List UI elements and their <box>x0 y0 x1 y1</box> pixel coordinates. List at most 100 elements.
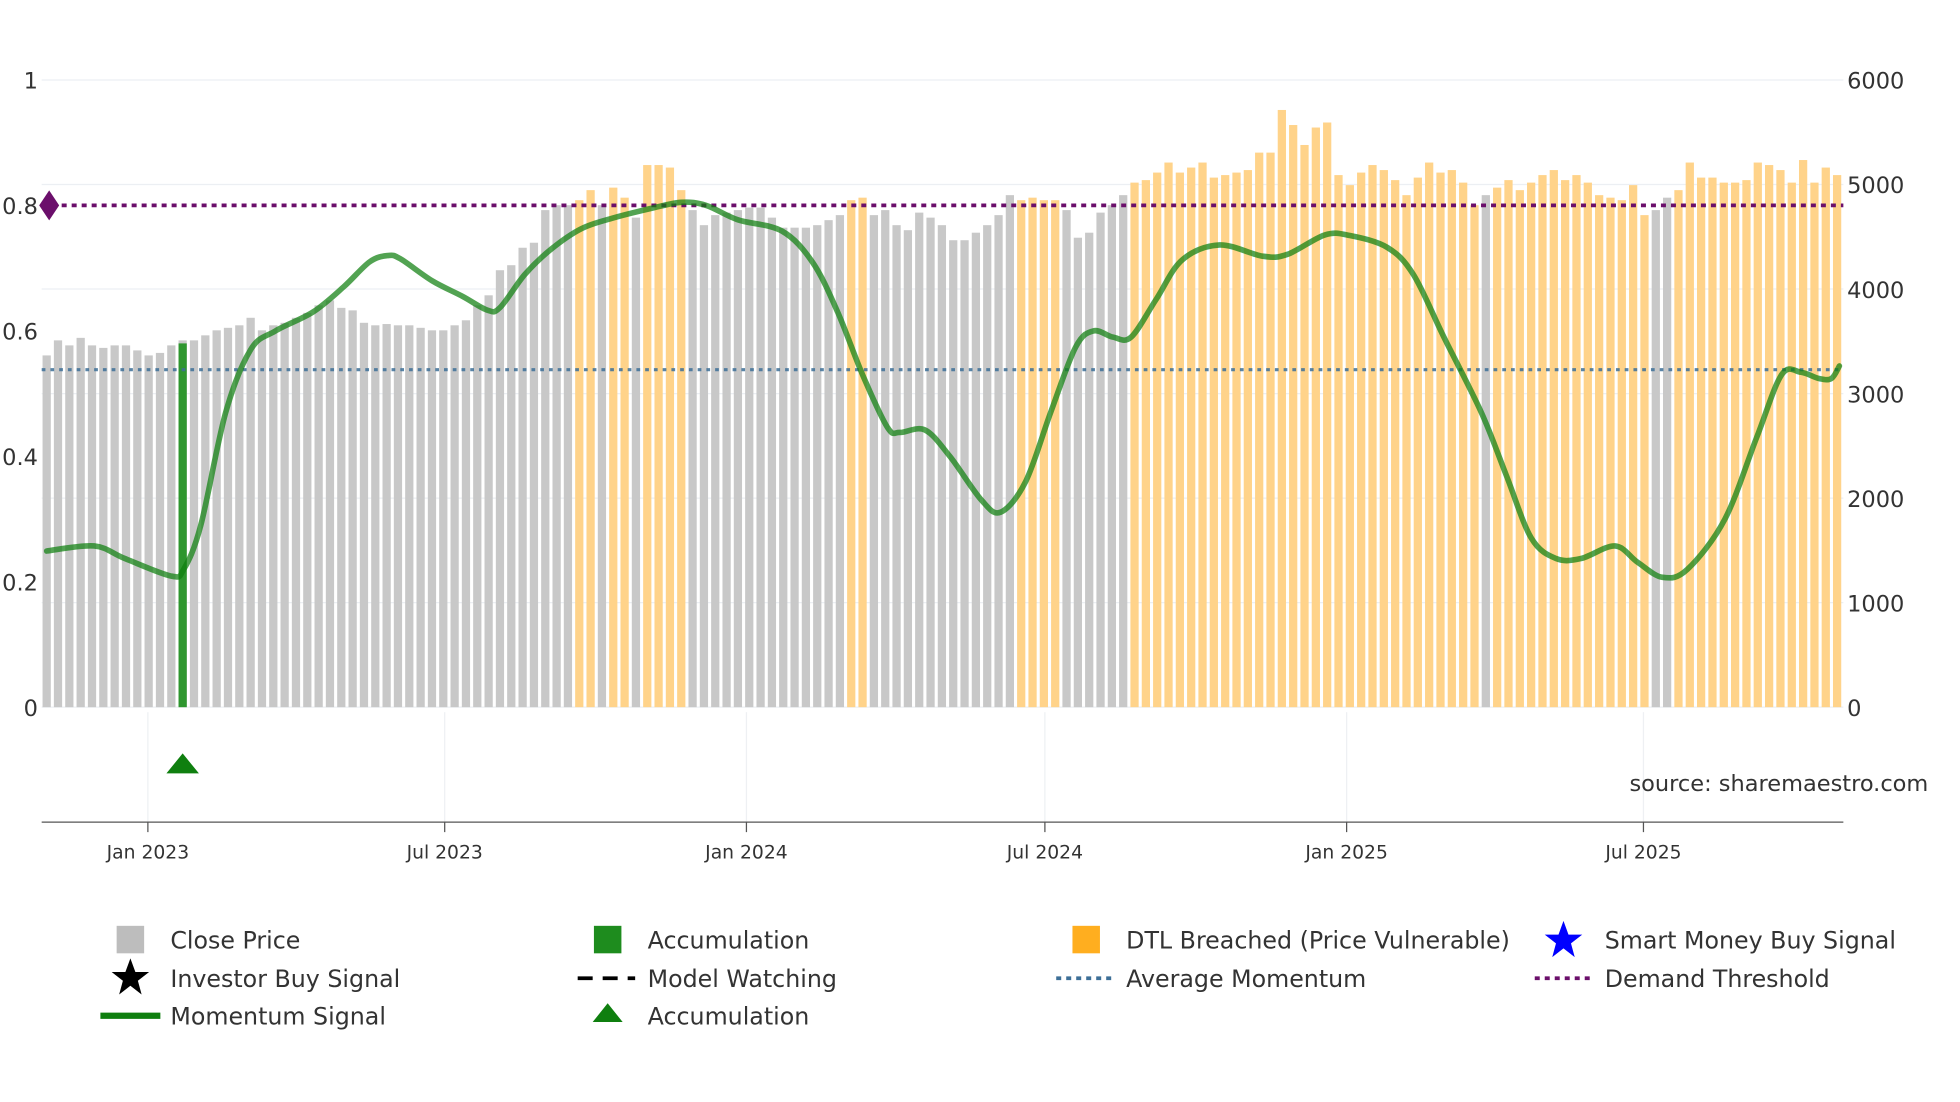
source-label: source: sharemaestro.com <box>1629 771 1928 797</box>
close-price-bar <box>711 215 720 708</box>
legend-momentum-signal: Momentum Signal <box>170 1003 386 1031</box>
close-price-bar <box>631 217 641 708</box>
dtl-breached-bar <box>1141 180 1150 708</box>
price-bars <box>42 109 1842 708</box>
dtl-breached-bar <box>1130 182 1139 708</box>
close-price-bar <box>1096 212 1105 708</box>
close-price-bar <box>212 330 221 708</box>
dtl-breached-bar <box>1017 200 1026 708</box>
dtl-breached-bar <box>1685 162 1694 708</box>
close-price-bar <box>450 325 459 708</box>
legend-accumulation-marker: Accumulation <box>648 1003 810 1031</box>
dtl-breached-bar <box>1595 195 1604 708</box>
dtl-breached-bar <box>1527 182 1536 708</box>
close-price-bar <box>892 225 901 708</box>
right-axis-tick-label: 1000 <box>1847 591 1904 617</box>
close-price-bar <box>699 225 709 708</box>
close-price-bar <box>779 227 788 708</box>
right-axis-tick-label: 2000 <box>1847 487 1904 513</box>
close-price-bar <box>201 335 210 708</box>
close-price-bar <box>325 300 335 708</box>
close-price-bar <box>359 322 369 708</box>
right-axis-tick-label: 4000 <box>1847 278 1904 304</box>
close-price-bar <box>1481 195 1490 708</box>
dtl-breached-bar <box>1255 152 1264 708</box>
close-price-bar <box>552 205 561 708</box>
close-price-bar <box>235 325 244 708</box>
close-price-bar <box>756 207 765 708</box>
dtl-breached-bar <box>1674 190 1683 708</box>
dtl-breached-bar <box>609 187 618 708</box>
dtl-breached-bar <box>1311 127 1320 708</box>
close-price-bar <box>189 340 199 708</box>
close-price-bar <box>994 215 1003 708</box>
dtl-breached-bar <box>1425 162 1434 708</box>
dtl-breached-bar <box>1334 175 1343 708</box>
close-price-bar <box>903 230 913 708</box>
close-price-bar <box>869 215 879 708</box>
close-price-bar <box>382 324 391 708</box>
close-price-bar <box>813 225 822 708</box>
x-tick-label: Jan 2023 <box>106 842 190 863</box>
dtl-breached-bar <box>1617 200 1626 708</box>
demand-threshold-diamond-marker <box>39 190 60 221</box>
dtl-breached-bar <box>1719 182 1728 708</box>
close-price-bar <box>722 212 731 708</box>
dtl-breached-bar <box>1459 182 1468 708</box>
right-axis-tick-label: 5000 <box>1847 173 1904 199</box>
dtl-breached-bar <box>1209 177 1218 708</box>
close-price-bar <box>223 327 233 708</box>
close-price-bar <box>541 210 550 708</box>
legend-close-price: Close Price <box>170 926 300 954</box>
dtl-breached-bar <box>1153 172 1162 708</box>
dtl-breached-bar <box>1039 200 1049 708</box>
dtl-breached-bar <box>1243 170 1252 708</box>
close-price-bar <box>1073 237 1082 708</box>
close-price-bar <box>518 247 527 708</box>
close-price-bar <box>507 265 516 708</box>
dtl-breached-bar <box>1277 109 1286 708</box>
dtl-breached-bar <box>1345 185 1354 708</box>
dtl-breached-bar <box>575 200 584 708</box>
close-price-bar <box>76 337 85 708</box>
dtl-breached-bar <box>643 165 652 708</box>
dtl-breached-bar <box>1776 170 1785 708</box>
dtl-breached-bar <box>1266 152 1275 708</box>
close-price-bar <box>824 220 833 708</box>
dtl-breached-bar <box>1391 180 1400 708</box>
dtl-breached-bar <box>1742 180 1751 708</box>
close-price-bar <box>53 340 63 708</box>
close-price-bar <box>291 317 301 708</box>
x-tick-label: Jan 2024 <box>704 842 788 863</box>
dtl-breached-bar <box>847 200 856 708</box>
dtl-breached-bar <box>1051 200 1060 708</box>
close-price-bar <box>597 205 607 708</box>
dtl-breached-bar <box>1232 172 1241 708</box>
dtl-breached-bar <box>1787 182 1796 708</box>
dtl-breached-bar <box>1798 160 1808 708</box>
close-price-bar <box>745 207 754 708</box>
dtl-breached-bar <box>665 167 675 708</box>
legend-investor-buy-signal: Investor Buy Signal <box>170 965 400 993</box>
close-price-bar <box>155 352 165 708</box>
right-axis-tick-label: 6000 <box>1847 69 1904 95</box>
dtl-breached-swatch-icon <box>1072 925 1100 954</box>
legend-dtl-breached: DTL Breached (Price Vulnerable) <box>1126 926 1510 954</box>
dtl-breached-bar <box>1175 172 1184 708</box>
dtl-breached-bar <box>1629 185 1638 708</box>
dtl-breached-bar <box>1731 182 1740 708</box>
close-price-bar <box>393 325 403 708</box>
dtl-breached-bar <box>1504 180 1513 708</box>
dtl-breached-bar <box>1515 190 1524 708</box>
legend-smart-money-buy-signal: Smart Money Buy Signal <box>1605 926 1896 954</box>
green-triangle-icon <box>592 1003 623 1023</box>
dtl-breached-bar <box>1187 167 1196 708</box>
dtl-breached-bar <box>1832 175 1842 708</box>
dtl-breached-bar <box>1164 162 1173 708</box>
close-price-bar <box>915 212 924 708</box>
accumulation-swatch-icon <box>593 925 622 954</box>
dtl-breached-bar <box>1764 165 1774 708</box>
close-price-bar <box>1651 210 1660 708</box>
dtl-breached-bar <box>677 190 686 708</box>
dtl-breached-bar <box>1028 197 1037 708</box>
